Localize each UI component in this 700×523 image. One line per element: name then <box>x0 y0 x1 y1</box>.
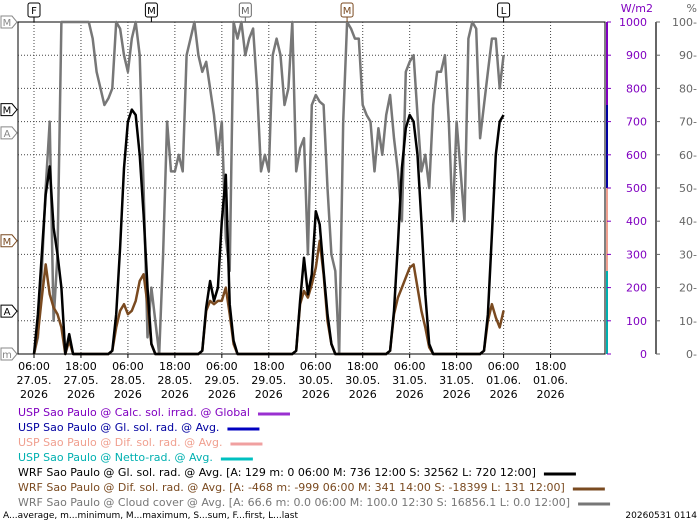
legend-leader-lines <box>220 412 611 506</box>
y-right-tick-label: 40- <box>679 215 697 228</box>
top-marker-letter: F <box>31 6 37 17</box>
x-tick-label-time: 06:00 <box>18 360 50 373</box>
x-tick-label-date: 31.05. <box>392 374 427 387</box>
x-tick-label-time: 18:00 <box>535 360 567 373</box>
y-left-tick-label: 600 <box>626 149 647 162</box>
x-tick-label-year: 2026 <box>302 388 330 401</box>
markers: F M M M L M M A M Am <box>0 2 511 361</box>
y-right-tick-label: 50- <box>679 182 697 195</box>
x-tick-label-year: 2026 <box>349 388 377 401</box>
y-left-unit: W/m2 <box>621 2 653 15</box>
x-tick-label-year: 2026 <box>255 388 283 401</box>
legend-entry: USP Sao Paulo @ Netto-rad. @ Avg. <box>18 451 213 464</box>
x-tick-label-time: 06:00 <box>300 360 332 373</box>
y-left-tick-label: 200 <box>626 282 647 295</box>
x-tick-label-date: 01.06. <box>533 374 568 387</box>
y-left-tick-label: 1000 <box>619 16 647 29</box>
y-left-tick-label: 900 <box>626 49 647 62</box>
left-marker-letter: M <box>3 18 12 29</box>
legend-entry: WRF Sao Paulo @ Cloud cover @ Avg. [A: 6… <box>18 496 571 509</box>
x-tick-label-time: 06:00 <box>206 360 238 373</box>
x-tick-label-date: 28.05. <box>157 374 192 387</box>
x-tick-label-time: 06:00 <box>394 360 426 373</box>
x-tick-label-date: 01.06. <box>486 374 521 387</box>
top-marker-box <box>340 2 354 18</box>
top-marker-box <box>497 2 511 18</box>
top-marker-box <box>27 2 41 18</box>
x-tick-label-date: 29.05. <box>251 374 286 387</box>
x-tick-label-date: 27.05. <box>17 374 52 387</box>
x-tick-label-date: 28.05. <box>110 374 145 387</box>
x-tick-label-year: 2026 <box>537 388 565 401</box>
axes: 06:0027.05.202618:0027.05.202606:0028.05… <box>17 2 698 401</box>
x-tick-label-year: 2026 <box>208 388 236 401</box>
left-marker-box <box>0 347 18 361</box>
x-tick-label-date: 27.05. <box>63 374 98 387</box>
x-tick-label-time: 06:00 <box>112 360 144 373</box>
y-right-tick-label: 60- <box>679 149 697 162</box>
x-tick-label-year: 2026 <box>20 388 48 401</box>
y-left-tick-label: 300 <box>626 248 647 261</box>
x-tick-label-date: 30.05. <box>298 374 333 387</box>
left-marker-box <box>0 103 18 117</box>
y-left-tick-label: 400 <box>626 215 647 228</box>
y-right-tick-label: 20- <box>679 282 697 295</box>
y-right-tick-label: 10- <box>679 315 697 328</box>
x-tick-label-date: 31.05. <box>439 374 474 387</box>
y-left-tick-label: 800 <box>626 82 647 95</box>
top-marker-letter: M <box>343 6 352 17</box>
y-right-tick-label: 0- <box>686 348 697 361</box>
series-line-global-radiation <box>32 108 505 356</box>
top-marker-letter: L <box>501 6 507 17</box>
legend-entry: USP Sao Paulo @ Dif. sol. rad. @ Avg. <box>18 436 223 449</box>
top-marker-letter: M <box>241 6 250 17</box>
legend-entry: USP Sao Paulo @ Calc. sol. irrad. @ Glob… <box>18 406 250 419</box>
x-tick-label-time: 18:00 <box>441 360 473 373</box>
y-left-tick-label: 700 <box>626 116 647 129</box>
top-marker-box <box>144 2 158 18</box>
top-marker-box <box>238 2 252 18</box>
y-right-tick-label: 70- <box>679 116 697 129</box>
left-marker-box <box>0 126 18 140</box>
left-marker-letter: M <box>3 237 12 248</box>
x-tick-label-date: 29.05. <box>204 374 239 387</box>
y-right-unit: % <box>687 2 697 15</box>
grid <box>17 21 606 355</box>
footer-abbreviations: A...average, m...minimum, M...maximum, S… <box>3 511 298 521</box>
series-layer <box>32 20 505 356</box>
legend-entry: WRF Sao Paulo @ Gl. sol. rad. @ Avg. [A:… <box>18 466 536 479</box>
y-right-tick-label: 90- <box>679 49 697 62</box>
x-tick-label-time: 18:00 <box>253 360 285 373</box>
x-tick-label-year: 2026 <box>114 388 142 401</box>
left-marker-letter: M <box>3 106 12 117</box>
x-tick-label-year: 2026 <box>161 388 189 401</box>
legend-entry: WRF Sao Paulo @ Dif. sol. rad. @ Avg. [A… <box>18 481 565 494</box>
x-tick-label-date: 30.05. <box>345 374 380 387</box>
top-marker-letter: M <box>147 6 156 17</box>
x-tick-label-year: 2026 <box>396 388 424 401</box>
legend-entry: USP Sao Paulo @ Gl. sol. rad. @ Avg. <box>18 421 220 434</box>
y-left-tick-label: 500 <box>626 182 647 195</box>
x-tick-label-year: 2026 <box>443 388 471 401</box>
x-tick-label-time: 06:00 <box>488 360 520 373</box>
y-left-tick-label: 0 <box>640 348 647 361</box>
left-marker-box <box>0 304 18 318</box>
y-right-tick-label: 80- <box>679 82 697 95</box>
y-right-tick-label: 100- <box>672 16 697 29</box>
x-tick-label-year: 2026 <box>490 388 518 401</box>
left-marker-letter: A <box>4 307 11 318</box>
left-marker-letter: A <box>4 129 11 140</box>
x-tick-label-time: 18:00 <box>159 360 191 373</box>
x-tick-label-time: 18:00 <box>65 360 97 373</box>
x-tick-label-time: 18:00 <box>347 360 379 373</box>
left-marker-box <box>0 234 18 248</box>
left-marker-letter: m <box>2 350 12 361</box>
series-line-cloud-cover <box>32 20 505 356</box>
y-left-tick-label: 100 <box>626 315 647 328</box>
x-tick-label-year: 2026 <box>67 388 95 401</box>
y-right-tick-label: 30- <box>679 248 697 261</box>
timestamp: 20260531 0114 <box>625 511 697 521</box>
left-marker-box <box>0 15 18 29</box>
